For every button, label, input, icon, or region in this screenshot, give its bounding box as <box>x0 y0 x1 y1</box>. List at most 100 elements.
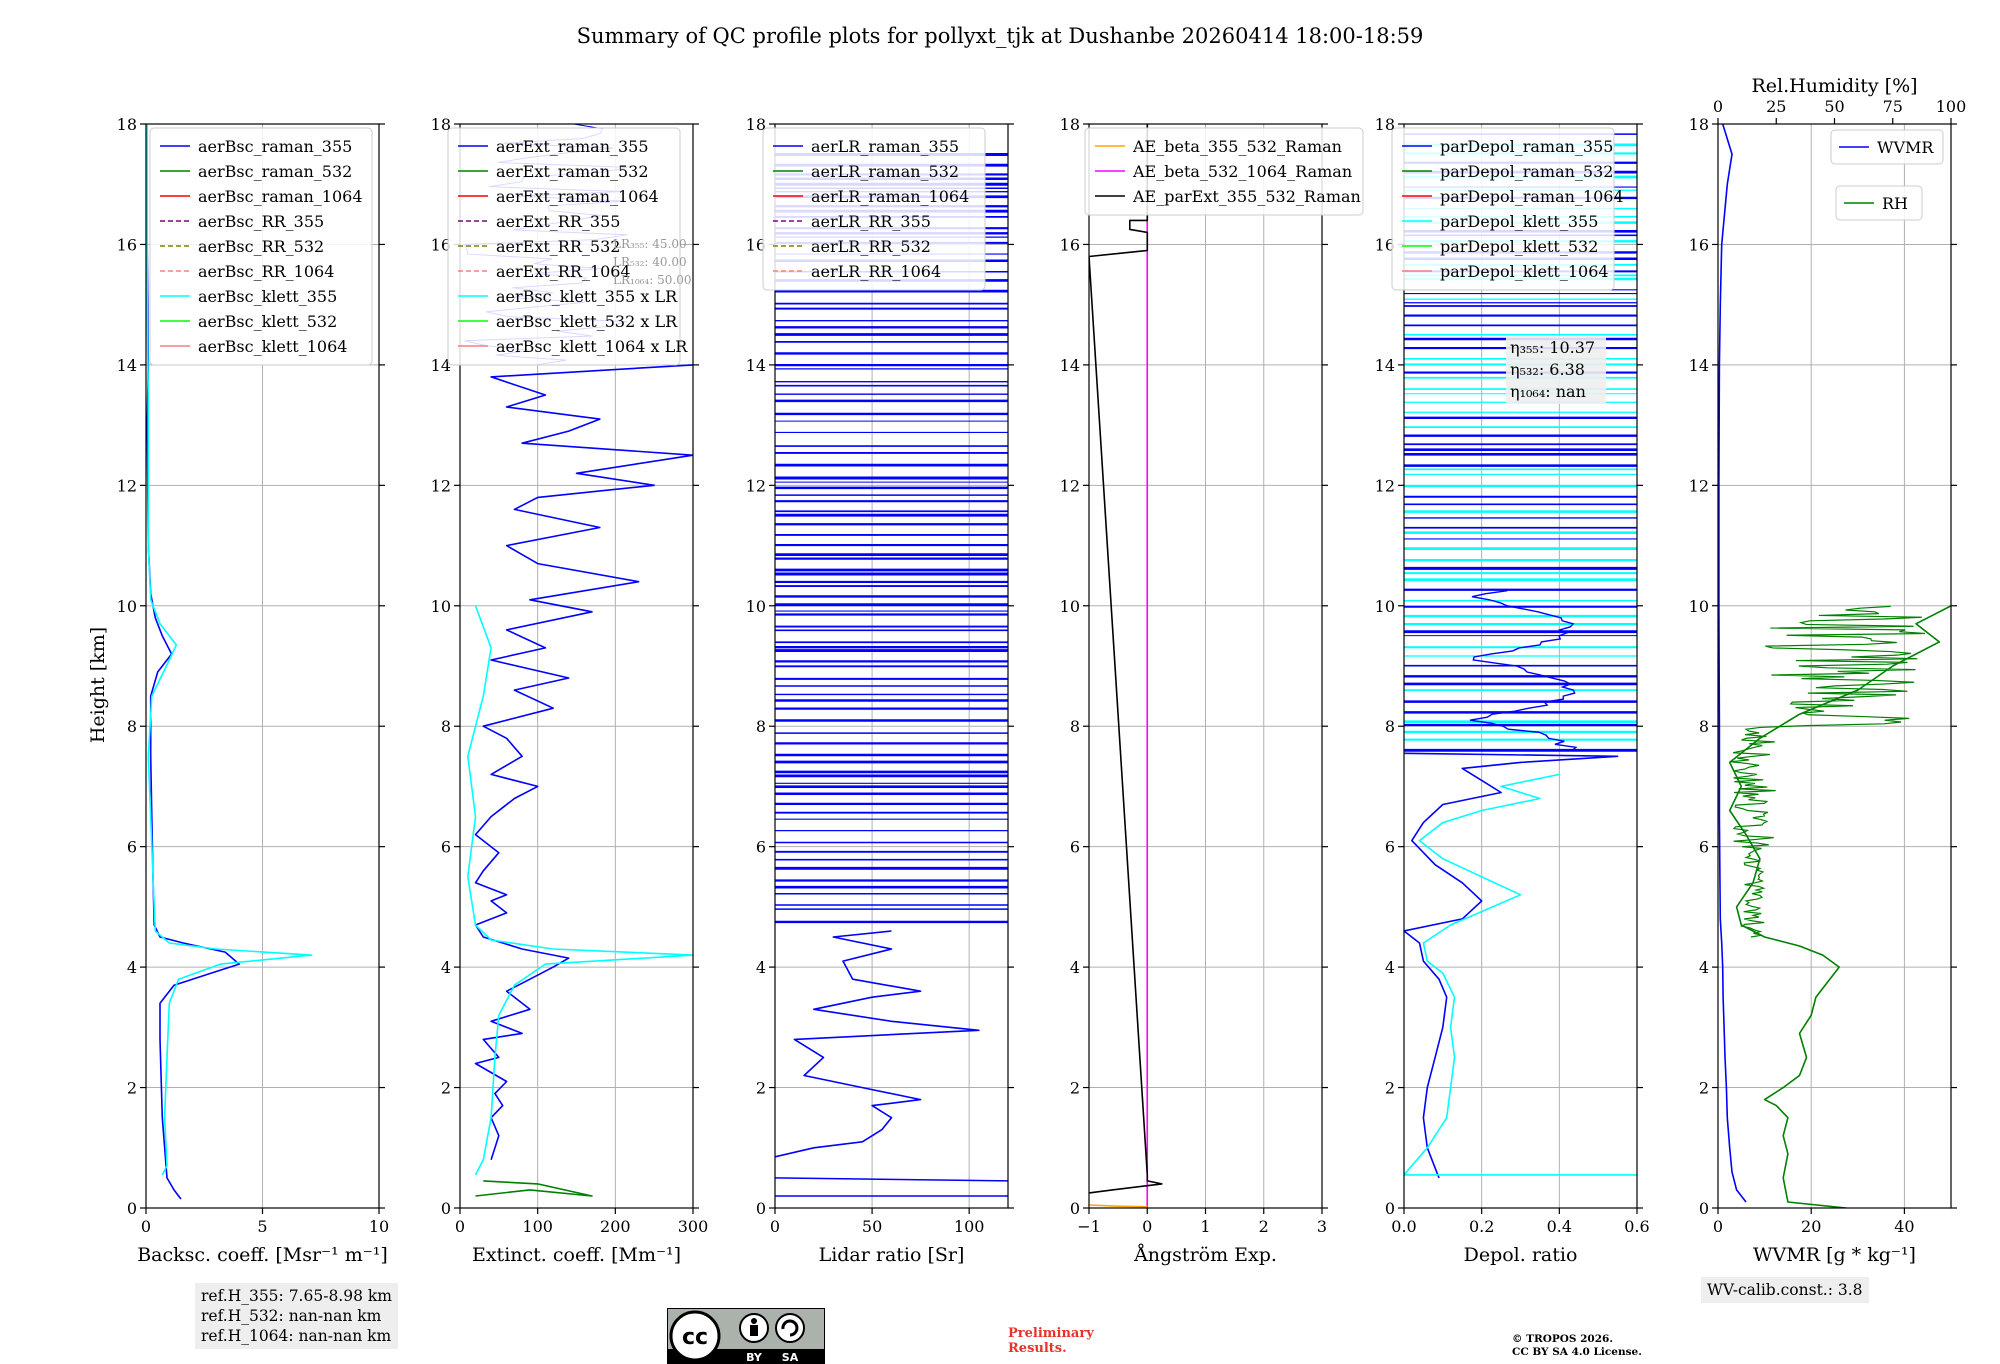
legend-depol: parDepol_raman_355 parDepol_raman_532 parD… <box>1391 127 1624 291</box>
legend-label: aerBsc_klett_1064 x LR <box>496 337 688 356</box>
y-tick-label: 8 <box>756 717 766 736</box>
top-x-tick-label: 25 <box>1766 97 1786 116</box>
series-parDepol_raman_355 <box>1404 752 1619 1179</box>
y-tick-label: 0 <box>1070 1199 1080 1218</box>
x-tick-label: 0 <box>1713 1217 1723 1236</box>
y-tick-label: 4 <box>1699 958 1709 977</box>
legend-label: aerBsc_raman_1064 <box>198 187 363 206</box>
axes-frame <box>459 123 694 1209</box>
y-tick-label: 10 <box>117 597 137 616</box>
y-tick-label: 10 <box>1060 597 1080 616</box>
legend-label: parDepol_raman_355 <box>1440 137 1613 156</box>
wv-calib-box: WV-calib.const.: 3.8 <box>1701 1277 1869 1303</box>
axes-frame <box>774 123 1009 1209</box>
legend-label: aerBsc_klett_532 x LR <box>496 312 678 331</box>
y-tick-label: 4 <box>756 958 766 977</box>
axes-frame <box>1717 123 1952 1209</box>
x-axis-label: Ångström Exp. <box>1133 1244 1277 1266</box>
y-axis-label: Height [km] <box>87 627 109 743</box>
axes-frame <box>1403 123 1638 1209</box>
y-tick-label: 6 <box>756 838 766 857</box>
y-tick-label: 14 <box>1689 356 1709 375</box>
y-tick-label: 14 <box>431 356 451 375</box>
x-tick-label: 0 <box>1142 1217 1152 1236</box>
top-x-tick-label: 0 <box>1713 97 1723 116</box>
series-aerBsc_klett_355 <box>146 124 313 1176</box>
legend-label: RH <box>1882 194 1908 213</box>
legend-label: aerBsc_klett_355 <box>198 287 337 306</box>
y-tick-label: 6 <box>1070 838 1080 857</box>
series-aerExt_raman_532 <box>475 1180 593 1197</box>
legend-rh: RH <box>1835 185 1923 221</box>
preliminary-note: Preliminary Results. <box>1008 1326 1094 1356</box>
legend-label: aerBsc_klett_532 <box>198 312 337 331</box>
x-axis-label: Extinct. coeff. [Mm⁻¹] <box>472 1244 681 1266</box>
ref-h-532: ref.H_532: nan-nan km <box>201 1307 382 1325</box>
x-axis-label: Lidar ratio [Sr] <box>819 1244 965 1266</box>
legend-label: aerBsc_RR_1064 <box>198 262 334 281</box>
legend-lr: aerLR_raman_355 aerLR_raman_532 aerLR_rama… <box>762 127 986 291</box>
lr-noise-line <box>775 1177 1008 1182</box>
legend-label: aerLR_raman_532 <box>811 162 959 181</box>
series-aerExt_raman_355 <box>474 364 693 1161</box>
x-tick-label: 3 <box>1317 1217 1327 1236</box>
top-x-tick-label: 75 <box>1883 97 1903 116</box>
y-tick-label: 8 <box>441 717 451 736</box>
x-tick-label: 0.2 <box>1469 1217 1494 1236</box>
x-tick-label: 0.4 <box>1547 1217 1572 1236</box>
y-tick-label: 16 <box>431 235 451 254</box>
plot-area-depol <box>1404 133 1637 1179</box>
legend-box <box>1084 127 1364 216</box>
series-RH <box>1728 605 1951 1208</box>
x-tick-label: 100 <box>954 1217 985 1236</box>
legend-label: aerExt_RR_355 <box>496 212 620 231</box>
lr-label: LR₅₃₂: 40.00 <box>613 255 687 269</box>
x-tick-label: 40 <box>1894 1217 1914 1236</box>
legend-bsc: aerBsc_raman_355 aerBsc_raman_532 aerBsc_r… <box>149 127 373 366</box>
y-tick-label: 18 <box>431 115 451 134</box>
panel-bsc: 0 2 4 6 8 10 12 14 16 18 0 5 10 Backsc. coeff. [Msr⁻¹… <box>117 115 390 1266</box>
legend-label: AE_beta_532_1064_Raman <box>1132 162 1352 181</box>
x-tick-label: 1 <box>1200 1217 1210 1236</box>
lr-label: LR₃₅₅: 45.00 <box>613 237 687 251</box>
legend-label: aerBsc_raman_355 <box>198 137 352 156</box>
y-tick-label: 0 <box>1385 1199 1395 1218</box>
legend-label: parDepol_klett_1064 <box>1440 262 1609 281</box>
y-tick-label: 12 <box>1689 476 1709 495</box>
y-tick-label: 18 <box>1375 115 1395 134</box>
y-tick-label: 6 <box>1385 838 1395 857</box>
y-tick-label: 0 <box>441 1199 451 1218</box>
legend-label: aerLR_raman_355 <box>811 137 959 156</box>
series-parDepol_klett_355 <box>1404 773 1637 1176</box>
y-tick-label: 10 <box>431 597 451 616</box>
y-tick-label: 18 <box>117 115 137 134</box>
legend-label: aerBsc_klett_1064 <box>198 337 347 356</box>
y-tick-label: 16 <box>117 235 137 254</box>
x-tick-label: 50 <box>862 1217 882 1236</box>
y-tick-label: 8 <box>1699 717 1709 736</box>
x-axis-label: WVMR [g * kg⁻¹] <box>1753 1244 1916 1266</box>
share-alike-icon <box>775 1313 805 1343</box>
x-tick-label: 2 <box>1259 1217 1269 1236</box>
y-tick-label: 2 <box>441 1079 451 1098</box>
y-tick-label: 8 <box>1070 717 1080 736</box>
copyright-note: © TROPOS 2026. CC BY SA 4.0 License. <box>1512 1333 1642 1358</box>
legend-label: aerExt_raman_1064 <box>496 187 659 206</box>
legend-label: parDepol_raman_532 <box>1440 162 1613 181</box>
y-tick-label: 6 <box>127 838 137 857</box>
y-tick-label: 16 <box>746 235 766 254</box>
y-tick-label: 14 <box>1375 356 1395 375</box>
x-axis-label: Depol. ratio <box>1464 1244 1578 1266</box>
legend-label: parDepol_klett_355 <box>1440 212 1598 231</box>
series-WVMR <box>1718 124 1747 1203</box>
y-tick-label: 2 <box>1699 1079 1709 1098</box>
legend-box <box>447 127 681 366</box>
x-tick-label: 5 <box>257 1217 267 1236</box>
eta-label: η₅₃₂: 6.38 <box>1510 360 1585 379</box>
x-tick-label: 20 <box>1801 1217 1821 1236</box>
panel-ext: 0 2 4 6 8 10 12 14 16 18 0 100 200 300 Extinct. coeff.… <box>431 115 709 1266</box>
legend-ae: AE_beta_355_532_Raman AE_beta_532_1064_Ra… <box>1084 127 1364 216</box>
legend-label: AE_parExt_355_532_Raman <box>1132 187 1361 206</box>
